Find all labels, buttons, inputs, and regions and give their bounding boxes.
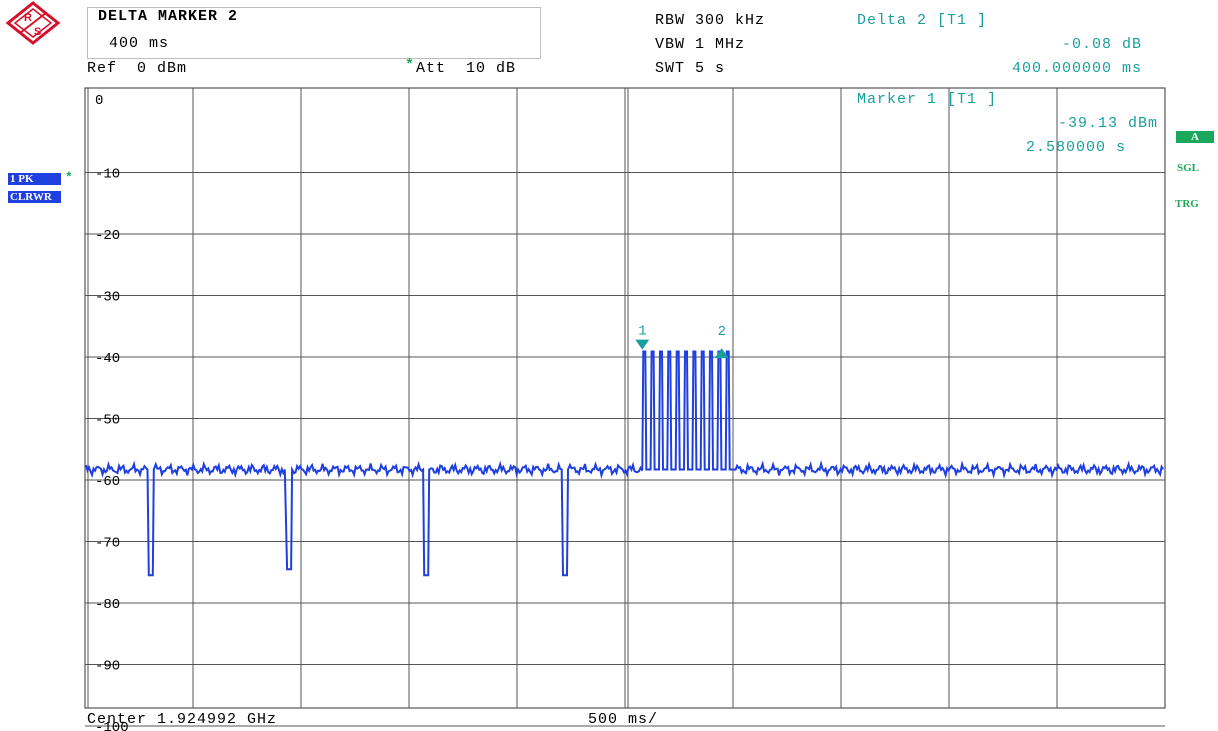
svg-text:S: S — [34, 26, 41, 38]
marker-title: DELTA MARKER 2 — [98, 8, 239, 25]
y-tick-label: -30 — [95, 290, 120, 306]
att-star: * — [405, 57, 416, 74]
marker1-value: -39.13 dBm — [1057, 115, 1158, 132]
badge-sgl: SGL — [1177, 162, 1200, 174]
marker-2-label: 2 — [718, 324, 726, 340]
delta-marker-label: Delta 2 [T1 ] — [857, 12, 988, 29]
vbw-value: VBW 1 MHz — [655, 36, 746, 53]
badge-trg: TRG — [1175, 198, 1199, 210]
rohde-schwarz-logo-icon: R S — [5, 1, 61, 45]
ref-level: Ref 0 dBm — [87, 60, 188, 77]
y-tick-label: -60 — [95, 474, 120, 490]
y-tick-label: 0 — [95, 93, 103, 109]
marker1-label: Marker 1 [T1 ] — [857, 91, 998, 108]
trace-line — [85, 350, 1164, 577]
y-tick-label: -50 — [95, 413, 120, 429]
delta-marker-time: 400.000000 ms — [1011, 60, 1142, 77]
badge-a: A — [1176, 131, 1214, 143]
swt-value: SWT 5 s — [655, 60, 726, 77]
y-tick-label: -100 — [95, 720, 129, 731]
attenuation: Att 10 dB — [416, 60, 517, 77]
delta-marker-value: -0.08 dB — [1061, 36, 1142, 53]
marker-info-box — [87, 7, 541, 59]
trace-badge: 1 PK — [8, 173, 61, 185]
y-tick-label: -80 — [95, 597, 120, 613]
marker-1-label: 1 — [638, 324, 646, 340]
marker-1-triangle — [635, 339, 650, 350]
marker-2-triangle — [714, 348, 729, 359]
y-tick-label: -90 — [95, 659, 120, 675]
svg-text:R: R — [24, 12, 32, 24]
rbw-value: RBW 300 kHz — [655, 12, 766, 29]
y-tick-label: -20 — [95, 228, 120, 244]
mode-badge: CLRWR — [8, 191, 61, 203]
y-tick-label: -10 — [95, 167, 120, 183]
time-per-division: 500 ms/ — [588, 711, 659, 728]
marker1-time: 2.580000 s — [1025, 139, 1126, 156]
y-tick-label: -70 — [95, 536, 120, 552]
trace-star: * — [65, 170, 73, 185]
center-frequency: Center 1.924992 GHz — [87, 711, 278, 728]
marker-title-value: 400 ms — [109, 35, 170, 52]
y-tick-label: -40 — [95, 351, 120, 367]
